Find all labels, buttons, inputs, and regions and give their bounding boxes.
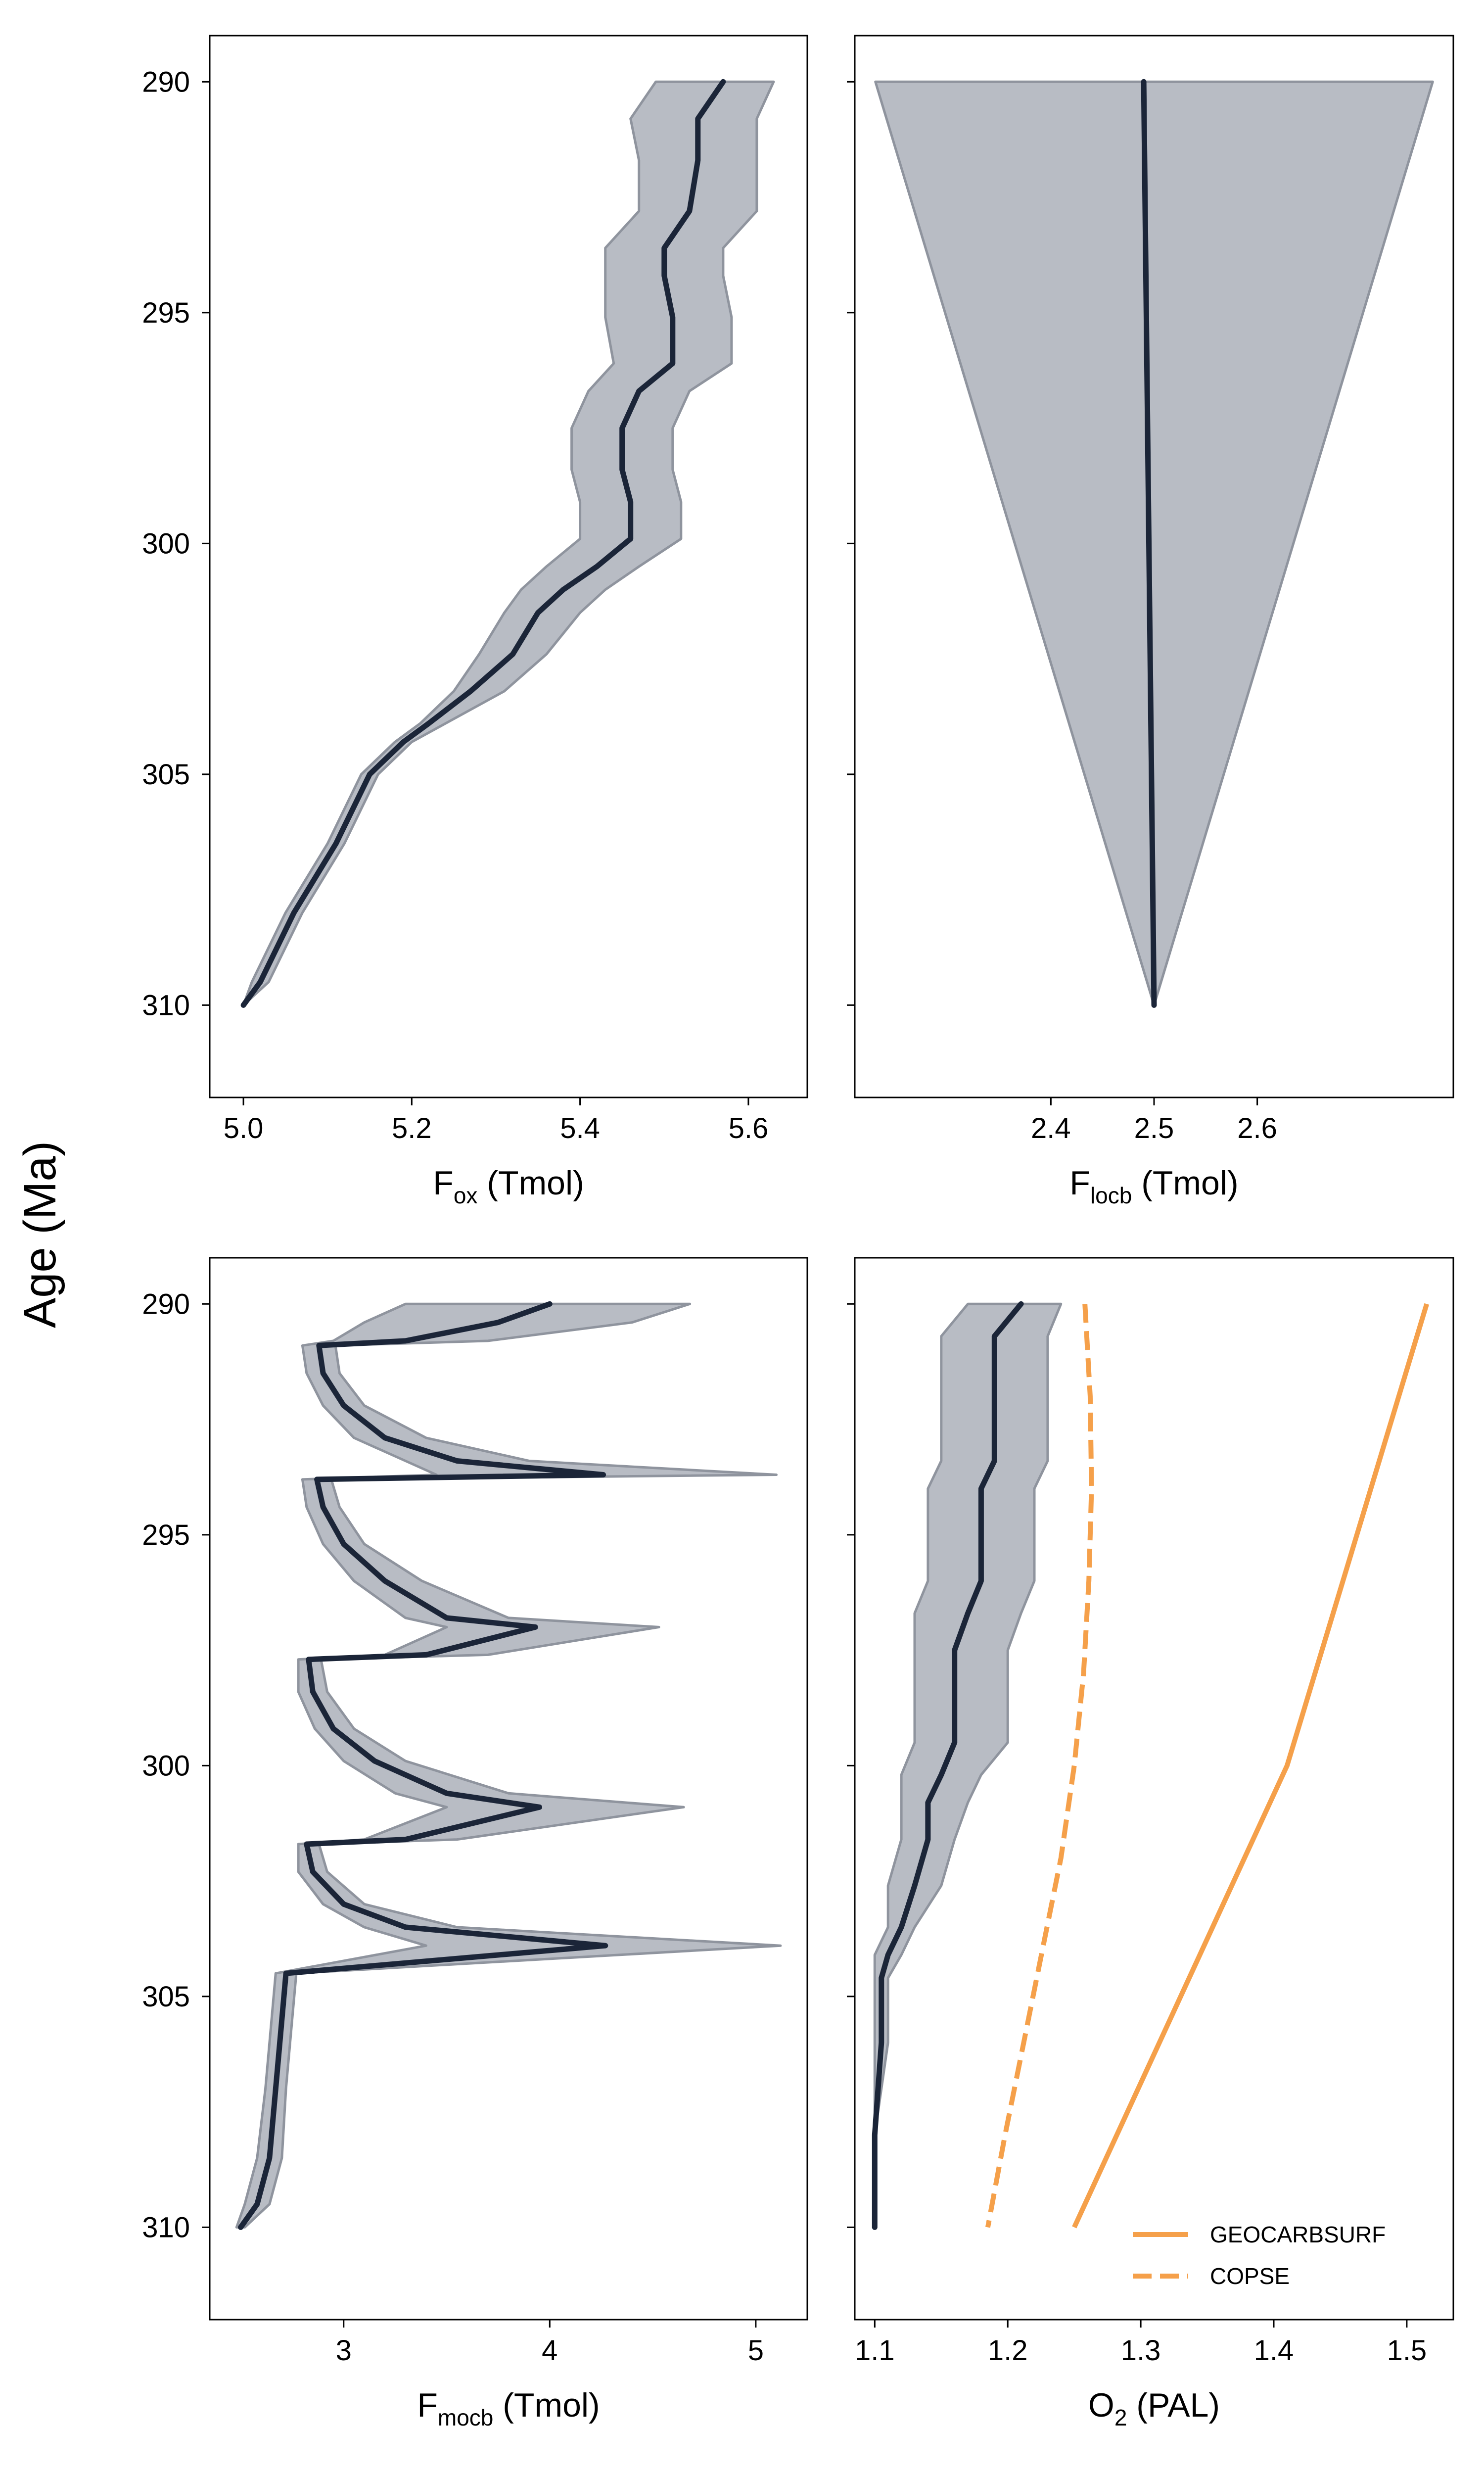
fox-ytick-label: 295	[142, 297, 190, 329]
panel-o2: 1.1 1.2 1.3 1.4 1.5 O2 (PAL) GEOCARBSURF COPSE	[847, 1257, 1454, 2430]
fmocb-ytick-label: 305	[142, 1981, 190, 2013]
fmocb-uncertainty-band	[235, 1302, 782, 2229]
fox-xtick-label: 5.2	[392, 1112, 432, 1144]
fox-ytick-label: 310	[142, 989, 190, 1021]
fox-xtick-label: 5.4	[560, 1112, 600, 1144]
fox-xlabel: Fox (Tmol)	[433, 1164, 584, 1208]
o2-xlabel-unit: (PAL)	[1127, 2386, 1220, 2424]
o2-copse-line	[985, 1304, 1094, 2228]
fox-ytick-label: 300	[142, 527, 190, 560]
panel-fox: 5.0 5.2 5.4 5.6 290 295 300 305 310 Fox (Tmol)	[142, 35, 808, 1208]
fmocb-axes-frame	[209, 1257, 808, 2321]
panel-fmocb: 3 4 5 290 295 300 305 310 Fmocb (Tmol)	[142, 1257, 808, 2430]
flocb-xtick-label: 2.5	[1134, 1112, 1174, 1144]
fmocb-xtick-label: 5	[748, 2334, 764, 2367]
fmocb-ytick-label: 295	[142, 1519, 190, 1551]
fox-xlabel-subscript: ox	[454, 1183, 478, 1208]
fox-xtick-label: 5.6	[729, 1112, 769, 1144]
flocb-uncertainty-band	[874, 80, 1434, 1006]
fox-uncertainty-band	[242, 80, 775, 1006]
o2-legend: GEOCARBSURF COPSE	[1133, 2222, 1386, 2289]
legend-label-copse: COPSE	[1210, 2263, 1290, 2289]
o2-xtick-label: 1.2	[988, 2334, 1028, 2367]
fmocb-mean-line	[238, 1301, 608, 2230]
fox-xlabel-main: F	[433, 1164, 454, 1202]
fox-xtick-label: 5.0	[224, 1112, 264, 1144]
flocb-mean-line	[1141, 79, 1157, 1008]
o2-xlabel-subscript: 2	[1114, 2405, 1127, 2430]
legend-label-geocarbsurf: GEOCARBSURF	[1210, 2222, 1386, 2247]
fmocb-xlabel: Fmocb (Tmol)	[417, 2386, 600, 2430]
o2-xtick-label: 1.3	[1121, 2334, 1161, 2367]
o2-xtick-label: 1.4	[1254, 2334, 1294, 2367]
figure-ylabel: Age (Ma)	[15, 1141, 65, 1328]
fmocb-xtick-label: 4	[542, 2334, 557, 2367]
fmocb-ytick-label: 310	[142, 2211, 190, 2243]
o2-xtick-label: 1.1	[855, 2334, 895, 2367]
fmocb-xlabel-main: F	[417, 2386, 438, 2424]
flocb-xlabel-main: F	[1069, 1164, 1090, 1202]
fmocb-xtick-label: 3	[336, 2334, 352, 2367]
fox-ytick-label: 305	[142, 759, 190, 791]
o2-axes-frame	[854, 1257, 1454, 2321]
flocb-xlabel-unit: (Tmol)	[1132, 1164, 1238, 1202]
o2-mean-line	[872, 1301, 1024, 2230]
o2-xlabel-main: O	[1088, 2386, 1114, 2424]
flocb-xlabel-subscript: locb	[1090, 1183, 1132, 1208]
flocb-xlabel: Flocb (Tmol)	[1069, 1164, 1238, 1208]
fox-mean-line	[240, 79, 726, 1008]
fmocb-xlabel-unit: (Tmol)	[493, 2386, 600, 2424]
fox-axes-frame	[209, 35, 808, 1098]
panel-flocb: 2.4 2.5 2.6 Flocb (Tmol)	[847, 35, 1454, 1208]
fmocb-ytick-label: 300	[142, 1750, 190, 1782]
o2-geocarbsurf-line	[1072, 1303, 1429, 2229]
flocb-xtick-label: 2.6	[1237, 1112, 1277, 1144]
flocb-xtick-label: 2.4	[1031, 1112, 1071, 1144]
fmocb-xlabel-subscript: mocb	[438, 2405, 493, 2430]
fmocb-ytick-label: 290	[142, 1288, 190, 1320]
o2-xtick-label: 1.5	[1387, 2334, 1427, 2367]
o2-xlabel: O2 (PAL)	[1088, 2386, 1220, 2430]
fox-xlabel-unit: (Tmol)	[477, 1164, 584, 1202]
fox-ytick-label: 290	[142, 66, 190, 98]
